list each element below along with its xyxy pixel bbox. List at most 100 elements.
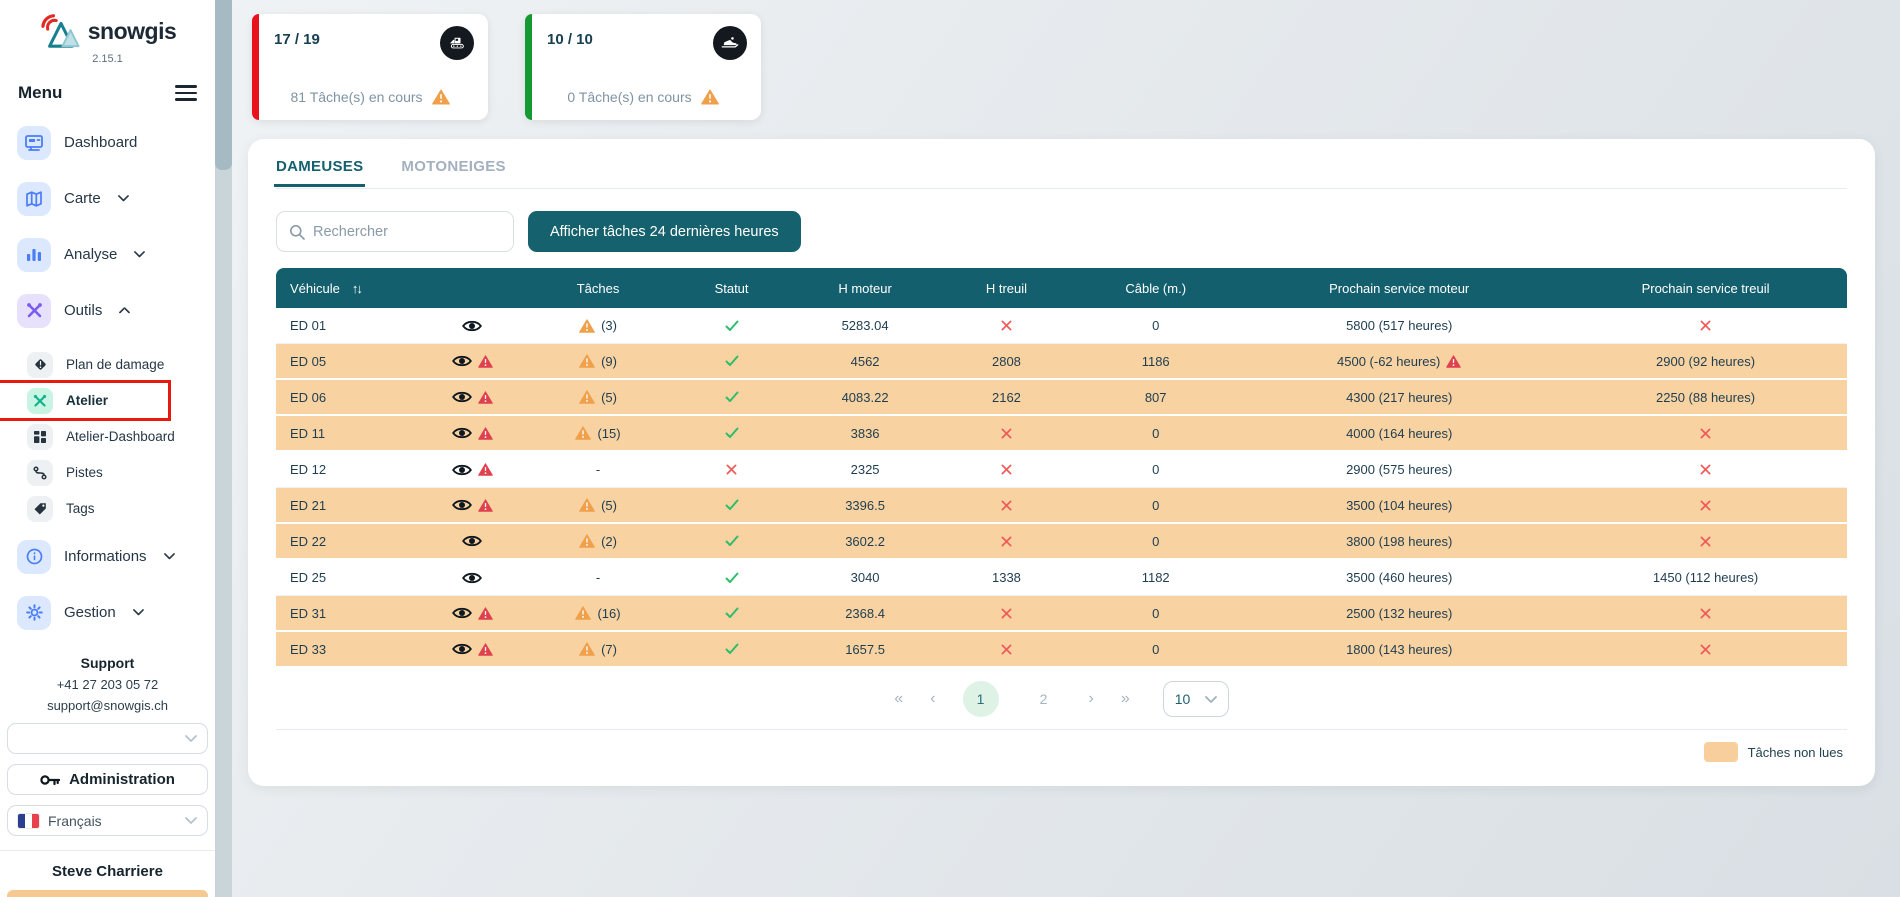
sidebar-scrollbar[interactable]	[215, 0, 232, 897]
table-row[interactable]: ED 12 - 2325 0 2900 (575 heures)	[276, 452, 1847, 488]
service-treuil-cell	[1564, 644, 1847, 655]
show-last-24h-tasks-button[interactable]: Afficher tâches 24 dernières heures	[528, 211, 801, 252]
h-treuil-cell	[936, 644, 1077, 655]
sidebar-subitem-plan-de-damage[interactable]: Plan de damage	[0, 347, 215, 383]
search-box[interactable]	[276, 211, 514, 252]
status-cell	[669, 355, 795, 367]
h-treuil-cell	[936, 608, 1077, 619]
tasks-cell: -	[527, 462, 668, 477]
language-select[interactable]: Français	[7, 805, 208, 836]
view-eye-icon[interactable]	[462, 319, 482, 333]
tasks-count: (15)	[597, 425, 621, 441]
h-treuil-cell: 1338	[936, 570, 1077, 585]
h-moteur-value: 2325	[850, 462, 880, 477]
table-row[interactable]: ED 06 (5) 4083.22 2162 807 4300 (217 heu…	[276, 380, 1847, 416]
hamburger-menu-icon[interactable]	[175, 81, 197, 105]
next-page-button[interactable]: ›	[1088, 690, 1094, 707]
sidebar-subitem-pistes[interactable]: Pistes	[0, 455, 215, 491]
previous-page-button[interactable]: ‹	[930, 690, 936, 707]
tab-bar: DAMEUSES MOTONEIGES	[273, 151, 1847, 189]
sidebar-subitem-atelier[interactable]: Atelier	[0, 379, 215, 421]
last-page-button[interactable]: »	[1120, 690, 1130, 707]
h-treuil-cell	[936, 536, 1077, 547]
vehicle-label: ED 25	[290, 570, 327, 585]
view-eye-icon[interactable]	[452, 390, 472, 404]
tasks-warning-icon	[579, 319, 595, 333]
vehicle-alert-icon	[478, 643, 493, 656]
service-treuil-cell	[1564, 320, 1847, 331]
sidebar-item-informations[interactable]: Informations	[0, 537, 215, 577]
sidebar-item-carte[interactable]: Carte	[0, 179, 215, 219]
vehicle-alert-icon	[478, 463, 493, 476]
vehicles-table: Véhicule ↑↓ Tâches Statut H moteur H tre…	[276, 268, 1847, 668]
page-1-button[interactable]: 1	[962, 681, 999, 717]
vehicle-label: ED 01	[290, 318, 327, 333]
view-eye-icon[interactable]	[452, 606, 472, 620]
main-panel: DAMEUSES MOTONEIGES Afficher tâches 24 d…	[248, 139, 1875, 786]
row-icons-cell	[417, 319, 527, 333]
view-eye-icon[interactable]	[452, 354, 472, 368]
table-row[interactable]: ED 31 (16) 2368.4 0 2500 (132 heures)	[276, 596, 1847, 632]
table-row[interactable]: ED 21 (5) 3396.5 0 3500 (104 heures)	[276, 488, 1847, 524]
tasks-warning-icon	[579, 642, 595, 656]
motoneiges-tasks-label: 0 Tâche(s) en cours	[567, 89, 692, 105]
sidebar-item-analyse[interactable]: Analyse	[0, 235, 215, 275]
sidebar-item-label: Informations	[64, 548, 147, 566]
no-value-cross-icon	[1001, 320, 1012, 331]
sort-icon[interactable]: ↑↓	[351, 280, 363, 296]
tasks-warning-icon	[579, 354, 595, 368]
sidebar-subitem-tags[interactable]: Tags	[0, 491, 215, 527]
table-row[interactable]: ED 01 (3) 5283.04 0 5800 (517 heures)	[276, 308, 1847, 344]
bottom-highlight-sliver	[7, 890, 208, 897]
cable-value: 0	[1152, 462, 1160, 477]
warning-icon	[432, 89, 450, 105]
page-2-button[interactable]: 2	[1039, 691, 1048, 707]
vehicle-alert-icon	[478, 499, 493, 512]
page-size-value: 10	[1174, 691, 1191, 707]
row-icons-cell	[417, 642, 527, 656]
view-eye-icon[interactable]	[462, 571, 482, 585]
service-moteur-cell: 4000 (164 heures)	[1234, 426, 1564, 441]
tab-motoneiges[interactable]: MOTONEIGES	[401, 158, 506, 175]
language-label: Français	[48, 812, 102, 829]
tasks-count: -	[595, 462, 601, 477]
column-vehicule[interactable]: Véhicule ↑↓	[290, 280, 363, 296]
view-eye-icon[interactable]	[452, 642, 472, 656]
status-cell	[669, 464, 795, 475]
service-moteur-value: 2500 (132 heures)	[1346, 605, 1453, 621]
sidebar-item-gestion[interactable]: Gestion	[0, 593, 215, 633]
service-moteur-cell: 3800 (198 heures)	[1234, 534, 1564, 549]
sidebar-subitem-atelier-dashboard[interactable]: Atelier-Dashboard	[0, 419, 215, 455]
snowmobile-icon	[713, 26, 747, 60]
no-value-cross-icon	[1001, 428, 1012, 439]
table-row[interactable]: ED 05 (9) 4562 2808 1186 4500 (-62 heure…	[276, 344, 1847, 380]
empty-select[interactable]	[7, 723, 208, 754]
sidebar-item-outils[interactable]: Outils	[0, 291, 215, 331]
table-row[interactable]: ED 33 (7) 1657.5 0 1800 (143 heures)	[276, 632, 1847, 668]
table-row[interactable]: ED 11 (15) 3836 0 4000 (164 heures)	[276, 416, 1847, 452]
h-treuil-cell	[936, 320, 1077, 331]
service-treuil-cell	[1564, 536, 1847, 547]
tab-dameuses[interactable]: DAMEUSES	[273, 158, 366, 187]
administration-button[interactable]: Administration	[7, 764, 208, 795]
service-treuil-cell	[1564, 608, 1847, 619]
grid-icon	[27, 423, 53, 450]
view-eye-icon[interactable]	[452, 463, 472, 477]
status-ok-icon	[725, 320, 739, 332]
table-row[interactable]: ED 22 (2) 3602.2 0 3800 (198 heures)	[276, 524, 1847, 560]
page-size-select[interactable]: 10	[1162, 681, 1229, 717]
first-page-button[interactable]: «	[894, 690, 904, 707]
scrollbar-thumb[interactable]	[215, 0, 232, 170]
dameuses-tasks-label: 81 Tâche(s) en cours	[290, 89, 423, 105]
sidebar-item-dashboard[interactable]: Dashboard	[0, 123, 215, 163]
view-eye-icon[interactable]	[452, 426, 472, 440]
tasks-warning-icon	[579, 390, 595, 404]
view-eye-icon[interactable]	[452, 498, 472, 512]
chevron-down-icon	[1205, 696, 1217, 703]
cable-value: 0	[1152, 318, 1160, 333]
table-row[interactable]: ED 25 - 3040 1338 1182 3500 (460 heures)…	[276, 560, 1847, 596]
view-eye-icon[interactable]	[462, 534, 482, 548]
search-input[interactable]	[313, 223, 501, 240]
support-email[interactable]: support@snowgis.ch	[47, 698, 168, 713]
service-moteur-cell: 2900 (575 heures)	[1234, 462, 1564, 477]
